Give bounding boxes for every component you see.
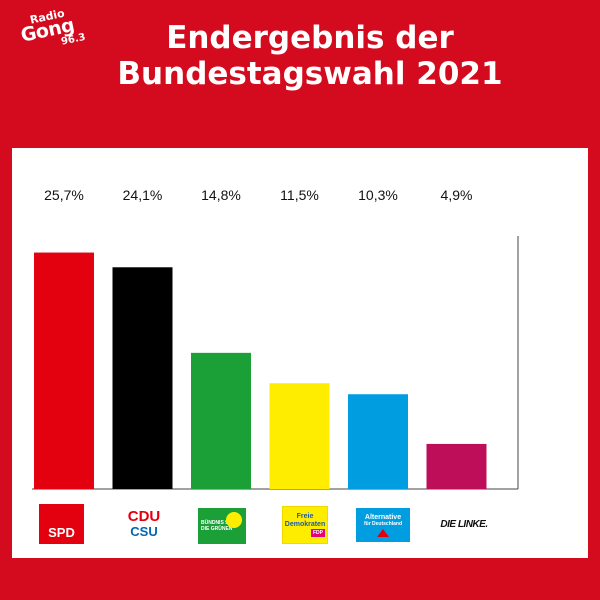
- fdp-logo: Freie Demokraten FDP: [282, 506, 328, 544]
- fdp-logo-tag: FDP: [311, 529, 325, 537]
- cdu-logo-text: CDU: [127, 508, 161, 525]
- afd-logo-line-1: Alternative: [364, 513, 402, 521]
- value-label-2: 24,1%: [123, 187, 163, 203]
- afd-arrow-icon: [377, 528, 389, 537]
- bar-4: [269, 383, 330, 489]
- gruene-logo-line-2: DIE GRÜNEN: [201, 526, 233, 532]
- bar-3: [191, 352, 251, 489]
- logo-frequency-text: 96.3: [60, 31, 87, 48]
- afd-logo-line-2: für Deutschland: [363, 520, 403, 527]
- csu-logo-text: CSU: [130, 524, 158, 539]
- value-label-3: 14,8%: [201, 187, 241, 203]
- fdp-logo-line-1: Freie: [296, 513, 314, 520]
- value-label-1: 25,7%: [44, 187, 84, 203]
- gruene-logo: BÜNDNIS 90 DIE GRÜNEN: [198, 508, 246, 544]
- fdp-logo-line-2: Demokraten: [284, 521, 326, 528]
- page-title: Endergebnis der Bundestagswahl 2021: [90, 20, 530, 92]
- bar-6: [426, 443, 487, 489]
- bar-5: [348, 394, 408, 489]
- title-line-1: Endergebnis der: [166, 20, 454, 56]
- bar-1: [34, 252, 94, 489]
- linke-logo-text: DIE LINKE.: [440, 518, 488, 530]
- spd-logo: SPD: [39, 504, 84, 544]
- afd-logo: Alternative für Deutschland: [356, 508, 410, 542]
- bar-2: [112, 267, 173, 489]
- sunflower-icon: [226, 512, 242, 528]
- title-line-2: Bundestagswahl 2021: [117, 56, 503, 92]
- cdu-csu-logo: CDU CSU: [114, 504, 174, 544]
- spd-logo-text: SPD: [48, 525, 75, 540]
- value-label-4: 11,5%: [280, 187, 319, 203]
- bar-chart: 25,7% 24,1% 14,8% 11,5% 10,3% 4,9%: [32, 187, 519, 490]
- value-label-6: 4,9%: [441, 187, 473, 203]
- linke-logo: DIE LINKE.: [434, 504, 494, 544]
- value-label-5: 10,3%: [358, 187, 398, 203]
- chart-panel: 25,7% 24,1% 14,8% 11,5% 10,3% 4,9% SPD CDU CS…: [12, 148, 588, 558]
- gruene-logo-line-1: BÜNDNIS 90: [201, 520, 231, 526]
